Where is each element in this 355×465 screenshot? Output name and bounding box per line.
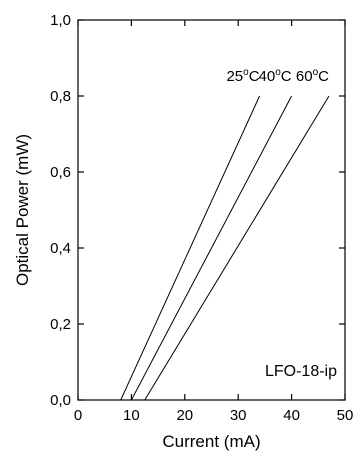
degree-sign: o bbox=[275, 67, 281, 78]
y-tick-label: 0,0 bbox=[50, 392, 71, 409]
series-line bbox=[78, 95, 261, 401]
y-tick-label: 0,4 bbox=[50, 240, 71, 257]
x-tick-label: 20 bbox=[176, 407, 193, 424]
x-tick-label: 40 bbox=[283, 407, 300, 424]
x-tick-label: 30 bbox=[230, 407, 247, 424]
x-tick-label: 10 bbox=[123, 407, 140, 424]
series-layer bbox=[78, 95, 330, 401]
x-tick-label: 0 bbox=[74, 407, 82, 424]
series-label-value: 60 bbox=[296, 68, 313, 85]
y-tick-label: 1,0 bbox=[50, 12, 71, 29]
series-line bbox=[78, 95, 330, 401]
series-label-value: 25 bbox=[226, 68, 243, 85]
series-label-unit: C bbox=[318, 68, 329, 85]
y-axis-title: Optical Power (mW) bbox=[13, 134, 32, 286]
series-label-unit: C bbox=[281, 68, 292, 85]
series-line bbox=[78, 95, 293, 401]
device-annotation: LFO-18-ip bbox=[265, 363, 337, 380]
series-label-unit: C bbox=[249, 68, 260, 85]
plot-frame bbox=[77, 19, 346, 401]
series-label: 40oC bbox=[259, 67, 292, 85]
y-tick-label: 0,8 bbox=[50, 88, 71, 105]
y-tick-label: 0,2 bbox=[50, 316, 71, 333]
degree-sign: o bbox=[243, 67, 249, 78]
series-label: 25oC bbox=[226, 67, 259, 85]
degree-sign: o bbox=[313, 67, 319, 78]
series-label: 60oC bbox=[296, 67, 329, 85]
series-label-value: 40 bbox=[259, 68, 276, 85]
x-axis-title: Current (mA) bbox=[162, 432, 260, 451]
y-tick-label: 0,6 bbox=[50, 164, 71, 181]
x-tick-label: 50 bbox=[337, 407, 354, 424]
